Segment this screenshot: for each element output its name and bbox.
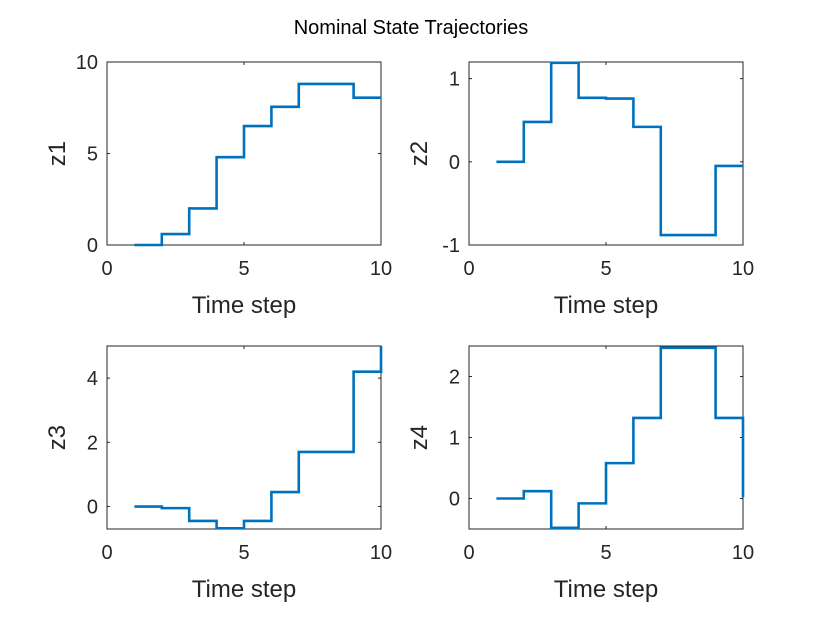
x-tick-label: 5 bbox=[600, 542, 611, 564]
x-axis-label: Time step bbox=[554, 292, 658, 319]
y-tick-label: 10 bbox=[76, 52, 98, 74]
y-axis-label: z3 bbox=[44, 425, 71, 450]
y-tick-label: 1 bbox=[449, 428, 460, 450]
y-tick-label: 4 bbox=[87, 368, 98, 390]
y-tick-label: -1 bbox=[442, 235, 460, 257]
subplot-z1: 0 5 10 0 5 10 Time step z1 bbox=[44, 52, 392, 319]
series-line-z2 bbox=[496, 61, 743, 237]
x-axis-label: Time step bbox=[554, 576, 658, 603]
series-line-z3 bbox=[134, 346, 383, 530]
axes-box bbox=[468, 61, 744, 246]
x-tick-label: 0 bbox=[101, 258, 112, 280]
x-tick-label: 10 bbox=[370, 258, 392, 280]
y-tick-label: 2 bbox=[449, 367, 460, 389]
y-tick-label: 0 bbox=[449, 152, 460, 174]
x-tick-label: 0 bbox=[463, 258, 474, 280]
y-tick-label: 0 bbox=[449, 489, 460, 511]
x-tick-label: 5 bbox=[238, 258, 249, 280]
x-tick-label: 0 bbox=[101, 542, 112, 564]
series-line-z4 bbox=[496, 346, 745, 530]
y-tick-label: 5 bbox=[87, 144, 98, 166]
subplot-z3: 0 5 10 0 2 4 Time step z3 bbox=[44, 345, 392, 603]
x-tick-label: 0 bbox=[463, 542, 474, 564]
series-line-z1 bbox=[134, 82, 381, 247]
x-axis-label: Time step bbox=[192, 292, 296, 319]
y-tick-label: 0 bbox=[87, 235, 98, 257]
x-tick-label: 10 bbox=[732, 542, 754, 564]
x-tick-label: 10 bbox=[370, 542, 392, 564]
y-tick-label: 2 bbox=[87, 432, 98, 454]
y-axis-label: z4 bbox=[406, 425, 433, 450]
x-tick-label: 10 bbox=[732, 258, 754, 280]
x-axis-label: Time step bbox=[192, 576, 296, 603]
y-axis-label: z2 bbox=[406, 141, 433, 166]
y-axis-label: z1 bbox=[44, 141, 71, 166]
figure-title: Nominal State Trajectories bbox=[294, 17, 529, 39]
x-tick-label: 5 bbox=[238, 542, 249, 564]
subplot-z4: 0 5 10 0 1 2 Time step z4 bbox=[406, 345, 754, 603]
x-tick-label: 5 bbox=[600, 258, 611, 280]
y-tick-label: 0 bbox=[87, 497, 98, 519]
y-tick-label: 1 bbox=[449, 69, 460, 91]
axes-box bbox=[106, 345, 382, 530]
